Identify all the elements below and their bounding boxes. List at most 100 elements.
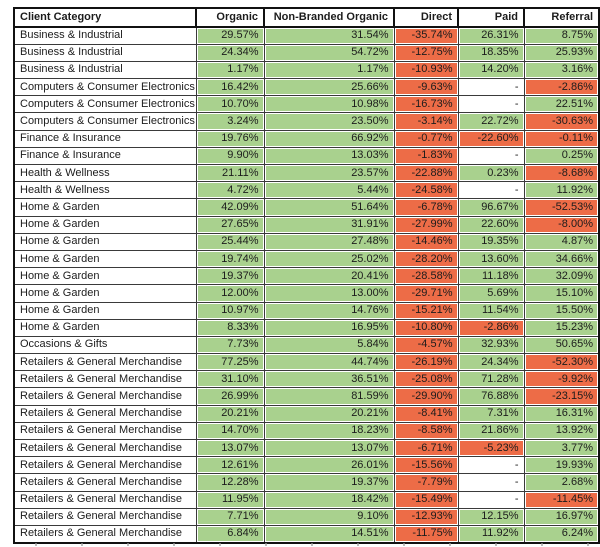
client-category-cell: Retailers & General Merchandise xyxy=(13,353,197,372)
paid-cell: 24.34% xyxy=(457,353,525,372)
non-branded-organic-cell: 18.23% xyxy=(263,421,395,441)
non-branded-organic-cell: 14.76% xyxy=(263,301,395,320)
client-category-cell: Retailers & General Merchandise xyxy=(13,421,197,441)
clipped-next-row xyxy=(13,543,598,546)
client-category-cell: Health & Wellness xyxy=(13,181,197,200)
paid-cell: 22.60% xyxy=(457,215,525,234)
organic-cell: 3.24% xyxy=(195,112,265,131)
organic-cell: 8.33% xyxy=(195,318,265,337)
table-row: Retailers & General Merchandise 26.99% 8… xyxy=(13,387,600,406)
paid-cell: -22.60% xyxy=(457,129,525,148)
direct-cell: -15.21% xyxy=(393,301,459,320)
direct-cell: -22.88% xyxy=(393,163,459,183)
paid-cell: 18.35% xyxy=(457,43,525,62)
client-category-cell: Health & Wellness xyxy=(13,163,197,183)
paid-cell: 11.54% xyxy=(457,301,525,320)
table-row: Retailers & General Merchandise 31.10% 3… xyxy=(13,370,600,389)
direct-cell: -26.19% xyxy=(393,353,459,372)
table-row: Retailers & General Merchandise 20.21% 2… xyxy=(13,404,600,423)
table-row: Retailers & General Merchandise 13.07% 1… xyxy=(13,438,600,458)
table-row: Retailers & General Merchandise 11.95% 1… xyxy=(13,490,600,509)
non-branded-organic-cell: 81.59% xyxy=(263,387,395,406)
non-branded-organic-cell: 44.74% xyxy=(263,353,395,372)
client-category-cell: Home & Garden xyxy=(13,198,197,217)
referral-cell: 50.65% xyxy=(523,335,600,355)
organic-cell: 29.57% xyxy=(195,26,265,45)
organic-cell: 10.97% xyxy=(195,301,265,320)
client-category-cell: Business & Industrial xyxy=(13,43,197,62)
direct-cell: -15.49% xyxy=(393,490,459,509)
non-branded-organic-cell: 14.51% xyxy=(263,524,395,544)
referral-cell: -52.53% xyxy=(523,198,600,217)
client-category-cell: Retailers & General Merchandise xyxy=(13,507,197,526)
table-row: Occasions & Gifts 7.73% 5.84% -4.57% 32.… xyxy=(13,335,600,355)
table-row: Business & Industrial 29.57% 31.54% -35.… xyxy=(13,26,600,45)
table-row: Home & Garden 19.37% 20.41% -28.58% 11.1… xyxy=(13,267,600,286)
direct-cell: -12.75% xyxy=(393,43,459,62)
referral-cell: 11.92% xyxy=(523,181,600,200)
referral-cell: 15.23% xyxy=(523,318,600,337)
table-row: Health & Wellness 4.72% 5.44% -24.58% - … xyxy=(13,181,600,200)
client-category-cell: Finance & Insurance xyxy=(13,129,197,148)
paid-cell: - xyxy=(457,78,525,97)
referral-cell: 3.16% xyxy=(523,60,600,80)
organic-cell: 20.21% xyxy=(195,404,265,423)
table-row: Business & Industrial 24.34% 54.72% -12.… xyxy=(13,43,600,62)
table-row: Retailers & General Merchandise 77.25% 4… xyxy=(13,353,600,372)
paid-cell: -2.86% xyxy=(457,318,525,337)
table-header: Client Category Organic Non-Branded Orga… xyxy=(13,7,600,28)
organic-cell: 14.70% xyxy=(195,421,265,441)
direct-cell: -9.63% xyxy=(393,78,459,97)
direct-cell: -29.90% xyxy=(393,387,459,406)
table-row: Home & Garden 42.09% 51.64% -6.78% 96.67… xyxy=(13,198,600,217)
organic-cell: 9.90% xyxy=(195,146,265,166)
referral-cell: 3.77% xyxy=(523,438,600,458)
referral-cell: -52.30% xyxy=(523,353,600,372)
organic-cell: 13.07% xyxy=(195,438,265,458)
non-branded-organic-cell: 26.01% xyxy=(263,456,395,475)
direct-cell: -14.46% xyxy=(393,232,459,251)
paid-cell: 96.67% xyxy=(457,198,525,217)
referral-cell: -0.11% xyxy=(523,129,600,148)
non-branded-organic-cell: 23.50% xyxy=(263,112,395,131)
paid-cell: 19.35% xyxy=(457,232,525,251)
client-category-cell: Retailers & General Merchandise xyxy=(13,456,197,475)
referral-cell: 19.93% xyxy=(523,456,600,475)
organic-cell: 11.95% xyxy=(195,490,265,509)
referral-cell: 8.75% xyxy=(523,26,600,45)
non-branded-organic-cell: 19.37% xyxy=(263,473,395,492)
non-branded-organic-cell: 51.64% xyxy=(263,198,395,217)
paid-cell: 5.69% xyxy=(457,284,525,303)
paid-cell: - xyxy=(457,456,525,475)
direct-cell: -24.58% xyxy=(393,181,459,200)
organic-cell: 10.70% xyxy=(195,95,265,114)
paid-cell: - xyxy=(457,181,525,200)
direct-cell: -10.93% xyxy=(393,60,459,80)
paid-cell: 22.72% xyxy=(457,112,525,131)
client-category-cell: Home & Garden xyxy=(13,267,197,286)
referral-cell: 15.50% xyxy=(523,301,600,320)
paid-cell: - xyxy=(457,146,525,166)
non-branded-organic-cell: 54.72% xyxy=(263,43,395,62)
paid-cell: 32.93% xyxy=(457,335,525,355)
referral-cell: 16.31% xyxy=(523,404,600,423)
direct-cell: -28.20% xyxy=(393,249,459,269)
paid-cell: - xyxy=(457,473,525,492)
column-header-direct: Direct xyxy=(393,7,459,28)
client-category-cell: Computers & Consumer Electronics xyxy=(13,78,197,97)
table-row: Retailers & General Merchandise 7.71% 9.… xyxy=(13,507,600,526)
paid-cell: - xyxy=(457,490,525,509)
organic-cell: 77.25% xyxy=(195,353,265,372)
non-branded-organic-cell: 20.41% xyxy=(263,267,395,286)
client-category-cell: Occasions & Gifts xyxy=(13,335,197,355)
paid-cell: 26.31% xyxy=(457,26,525,45)
organic-cell: 27.65% xyxy=(195,215,265,234)
non-branded-organic-cell: 9.10% xyxy=(263,507,395,526)
table-row: Business & Industrial 1.17% 1.17% -10.93… xyxy=(13,60,600,80)
referral-cell: -2.86% xyxy=(523,78,600,97)
paid-cell: 0.23% xyxy=(457,163,525,183)
column-header-non-branded-organic: Non-Branded Organic xyxy=(263,7,395,28)
header-row: Client Category Organic Non-Branded Orga… xyxy=(13,7,600,28)
table-row: Home & Garden 19.74% 25.02% -28.20% 13.6… xyxy=(13,249,600,269)
table-body: Business & Industrial 29.57% 31.54% -35.… xyxy=(13,26,600,544)
